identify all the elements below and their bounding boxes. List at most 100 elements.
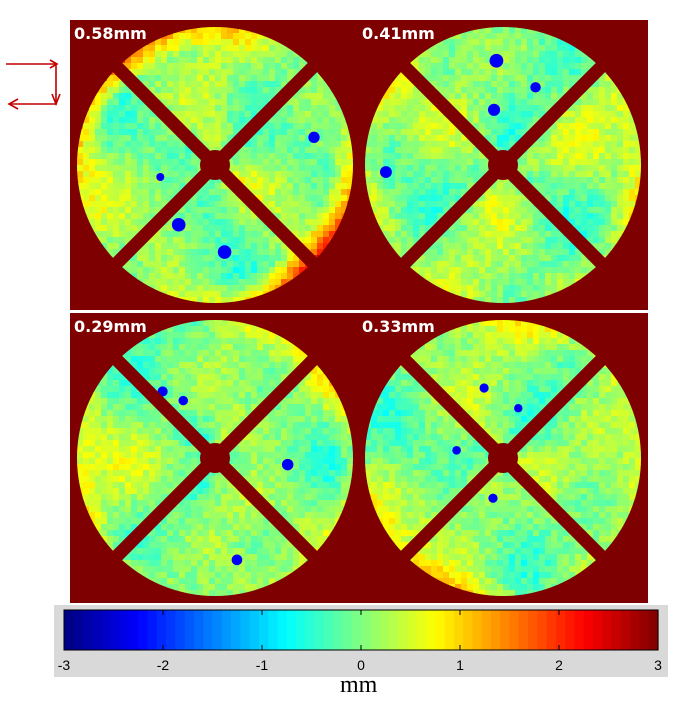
segment-notch [70, 313, 116, 359]
colorbar-segment [630, 610, 641, 650]
segment-notch [358, 264, 404, 310]
colorbar-segment [73, 610, 84, 650]
colorbar-segment [314, 610, 325, 650]
colorbar-segment [147, 610, 158, 650]
cold-spot [178, 395, 188, 406]
panel-label: 0.41mm [362, 24, 435, 43]
colorbar-unit: mm [340, 672, 378, 698]
colorbar-segment [258, 610, 269, 650]
cold-spot [281, 458, 294, 471]
colorbar-segment [305, 610, 316, 650]
segment-notch [314, 313, 360, 359]
colorbar-segment [212, 610, 223, 650]
colorbar-segment [128, 610, 139, 650]
colorbar-segment [518, 610, 529, 650]
colorbar-segment [361, 610, 371, 650]
colorbar-segment [537, 610, 548, 650]
colorbar-segment [574, 610, 585, 650]
colorbar-segment [101, 610, 112, 650]
colorbar-segment [240, 610, 251, 650]
colorbar-segment [398, 610, 409, 650]
cold-spot [231, 554, 243, 566]
colorbar-segment [388, 610, 399, 650]
cold-spot [488, 493, 498, 503]
colorbar-segment [648, 610, 659, 650]
colorbar-segment [593, 610, 603, 650]
colorbar-segment [64, 610, 74, 650]
segment-notch [602, 557, 648, 603]
colorbar-segment [565, 610, 576, 650]
colorbar-segment [602, 610, 613, 650]
colorbar-segment [91, 610, 102, 650]
colorbar-segment [119, 610, 130, 650]
colorbar-segment [221, 610, 232, 650]
colorbar-segment [407, 610, 418, 650]
colorbar-segment [175, 610, 186, 650]
heatmap-panel: 0.33mm [358, 313, 648, 603]
colorbar-segment [453, 610, 464, 650]
colorbar-tick-label: -3 [57, 657, 71, 673]
heatmap-panel: 0.41mm [358, 20, 648, 310]
center-hub [200, 443, 230, 473]
segment-notch [70, 264, 116, 310]
colorbar-segment [472, 610, 483, 650]
colorbar-segment [639, 610, 650, 650]
colorbar-segment [500, 610, 511, 650]
cold-spot [308, 131, 320, 144]
colorbar-segment [583, 610, 594, 650]
colorbar-segment [166, 610, 176, 650]
segment-notch [70, 557, 116, 603]
colorbar-segment [435, 610, 446, 650]
colorbar-segment [138, 610, 149, 650]
segment-notch [602, 264, 648, 310]
cold-spot [379, 166, 392, 178]
colorbar-segment [268, 610, 279, 650]
center-hub [200, 150, 230, 180]
panel-label: 0.33mm [362, 317, 435, 336]
segment-notch [358, 557, 404, 603]
center-hub [488, 150, 518, 180]
cold-spot [217, 245, 232, 259]
panel-label: 0.58mm [74, 24, 147, 43]
cold-spot [489, 53, 504, 68]
colorbar-segment [351, 610, 362, 650]
colorbar-segment [546, 610, 557, 650]
colorbar-segment [231, 610, 241, 650]
segment-notch [602, 313, 648, 359]
segment-notch [70, 20, 116, 66]
panel-surface [358, 20, 648, 310]
segment-notch [314, 20, 360, 66]
rotation-arrow-icon [6, 59, 61, 110]
segment-notch [602, 20, 648, 66]
colorbar-segment [286, 610, 297, 650]
colorbar-segment [323, 610, 334, 650]
colorbar-segment [509, 610, 520, 650]
colorbar-segment [444, 610, 455, 650]
cold-spot [156, 173, 165, 182]
colorbar-tick-label: -2 [156, 657, 170, 673]
colorbar-tick-label: 0 [357, 657, 365, 673]
cold-spot [171, 217, 186, 232]
heatmap-panel: 0.58mm [70, 20, 360, 310]
colorbar-segment [611, 610, 622, 650]
cold-spot [487, 103, 501, 116]
colorbar-segment [555, 610, 566, 650]
colorbar-segment [416, 610, 427, 650]
colorbar-tick-label: -1 [255, 657, 269, 673]
colorbar-segment [620, 610, 631, 650]
colorbar-segment [370, 610, 381, 650]
colorbar-tick-label: 3 [654, 657, 662, 673]
colorbar-tick-label: 1 [456, 657, 464, 673]
colorbar-gradient [63, 609, 659, 651]
segment-notch [358, 20, 404, 66]
colorbar-tick-label: 2 [555, 657, 563, 673]
cold-spot [452, 446, 461, 455]
center-hub [488, 443, 518, 473]
heatmap-panel: 0.29mm [70, 313, 360, 603]
panel-surface [70, 20, 360, 310]
colorbar: -3 -2 -1 0 1 2 3 [54, 605, 668, 677]
cold-spot [514, 404, 523, 413]
colorbar-segment [203, 610, 214, 650]
cold-spot [530, 82, 541, 93]
colorbar-segment [528, 610, 538, 650]
